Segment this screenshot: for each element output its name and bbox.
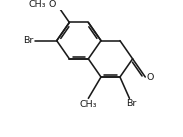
Text: O: O <box>146 72 154 82</box>
Text: CH₃: CH₃ <box>80 100 97 109</box>
Text: Br: Br <box>126 99 137 108</box>
Text: CH₃: CH₃ <box>29 0 46 9</box>
Text: Br: Br <box>23 36 34 45</box>
Text: O: O <box>49 0 56 9</box>
